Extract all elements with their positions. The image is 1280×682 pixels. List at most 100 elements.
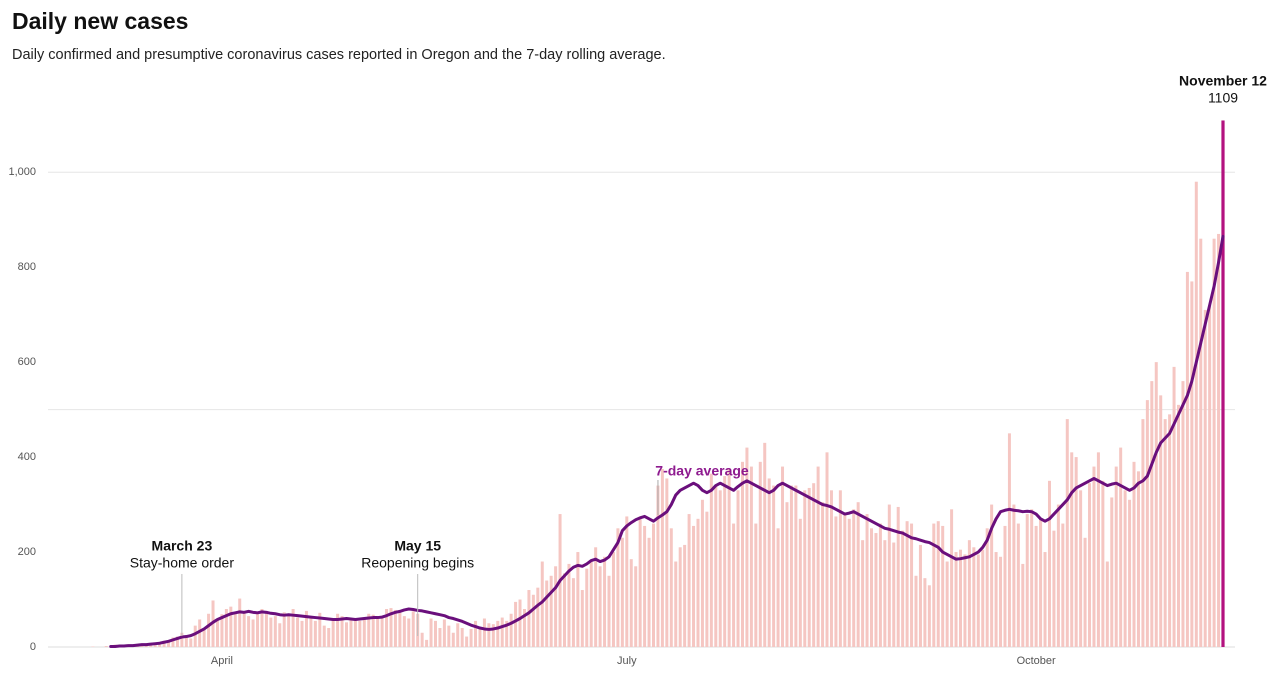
bar [918,544,922,647]
bar [665,478,669,647]
bar [629,559,633,647]
bar [438,628,442,647]
bar [380,615,384,647]
bar [620,537,624,647]
bar [1070,452,1074,647]
bar [478,627,482,647]
bar [162,640,166,647]
bar [242,611,246,647]
chart-subtitle: Daily confirmed and presumptive coronavi… [12,47,666,63]
bar [941,525,945,647]
bar [954,552,958,647]
bar [1043,552,1047,647]
bar [554,566,558,647]
bar [313,620,317,647]
bar [1052,530,1056,647]
bar [999,556,1003,647]
bar [1065,419,1069,647]
bar [683,544,687,647]
bar [531,594,535,647]
bar [910,523,914,647]
bar [794,485,798,647]
bar [981,549,985,647]
bar [296,617,300,647]
bar [723,476,727,647]
bar [892,542,896,647]
bar [442,619,446,647]
bar [692,525,696,647]
bar [1025,514,1029,647]
y-tick-label: 200 [18,546,36,558]
bar [376,618,380,647]
bar [353,619,357,647]
average-line [109,234,1225,649]
bar [1185,271,1189,647]
bar [291,609,295,647]
bar [193,625,197,647]
bar [652,523,655,647]
bar [883,540,887,647]
bar [594,547,598,647]
bar [714,485,718,647]
bar [536,587,540,647]
bar [638,516,642,647]
bar [563,573,567,647]
bar [1003,525,1007,647]
bar [189,638,193,647]
y-tick-label: 800 [18,261,36,273]
bar [687,514,691,647]
bar [950,509,954,647]
bar [1194,181,1198,647]
bar [371,614,375,647]
bar [1159,395,1163,647]
bar [144,645,148,647]
bar [834,516,838,647]
bar [576,552,580,647]
bar [402,616,406,647]
bar [825,452,829,647]
bar [233,613,237,647]
bar [803,490,807,647]
bar [865,514,869,647]
bar [251,619,255,647]
bar [856,502,860,647]
bar [514,601,518,647]
bar [914,575,918,647]
bar [1168,414,1172,647]
bar [518,599,522,647]
value-label: 1109 [1208,90,1238,106]
bar [749,466,753,647]
bar [167,641,171,647]
bar [571,578,575,647]
annotation-text: Stay-home order [130,555,235,571]
bar [309,618,313,647]
bar [358,620,362,647]
x-tick-label: October [1017,655,1056,667]
bar [1021,563,1025,647]
bar [429,618,433,647]
bar [482,618,486,647]
bar [1105,561,1109,647]
bar [647,537,651,647]
bar [945,561,949,647]
bar [901,530,905,647]
bar [1136,471,1140,647]
bar [273,616,277,647]
bar [540,561,544,647]
bar [607,575,611,647]
bar [256,613,260,647]
bar [527,590,531,647]
bar [549,575,553,647]
bar [1150,381,1154,647]
annotation-text: Reopening begins [361,555,474,571]
bar [1007,433,1011,647]
bar [465,636,469,647]
bar [389,608,393,647]
x-tick-label: April [211,655,233,667]
bar [447,625,451,647]
bar [1145,400,1149,647]
bar [1016,523,1020,647]
bar [491,624,495,647]
bar [349,618,353,647]
bar [589,561,593,647]
